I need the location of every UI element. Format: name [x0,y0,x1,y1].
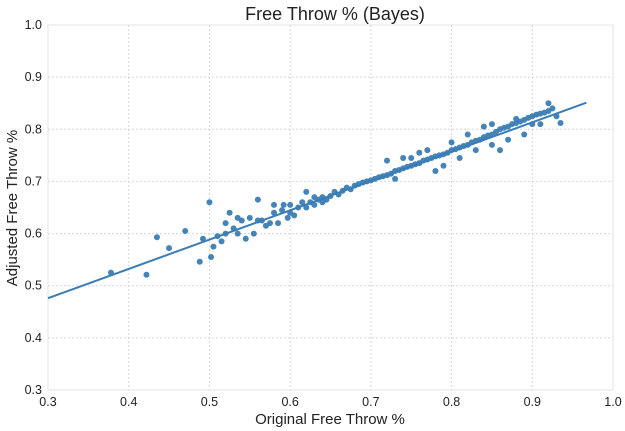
y-tick-label: 0.3 [25,383,42,397]
chart-title: Free Throw % (Bayes) [245,4,425,24]
scatter-point [153,234,160,241]
scatter-point [472,147,479,154]
scatter-point [553,113,560,120]
scatter-point [299,199,306,206]
y-tick-label: 1.0 [25,18,42,32]
scatter-point [295,204,302,211]
scatter-point [206,199,213,206]
scatter-point [275,220,282,227]
scatter-point [521,131,528,138]
y-tick-label: 0.4 [25,331,42,345]
x-tick-label: 1.0 [604,395,621,409]
scatter-point [440,162,447,169]
scatter-point [196,258,203,265]
scatter-point [284,214,291,221]
scatter-point [143,271,150,278]
scatter-point [271,209,277,216]
scatter-point [291,212,298,219]
scatter-point [408,154,415,161]
scatter-point [254,196,261,203]
scatter-point [464,131,471,138]
scatter-point [218,238,225,245]
x-tick-label: 0.8 [443,395,460,409]
y-tick-label: 0.8 [25,122,42,136]
scatter-point [456,154,463,161]
scatter-point [107,269,114,276]
scatter-point [210,243,217,250]
y-tick-label: 0.9 [25,70,42,84]
scatter-point [529,121,536,128]
scatter-point [513,115,520,122]
scatter-point [335,191,342,198]
scatter-point [488,121,495,128]
scatter-point [254,217,261,224]
x-tick-label: 0.9 [524,395,541,409]
scatter-point [347,186,354,193]
scatter-point [400,154,407,161]
scatter-point [497,147,503,154]
x-tick-label: 0.4 [120,395,137,409]
scatter-point [488,141,495,148]
x-tick-label: 0.6 [281,395,298,409]
scatter-point [480,123,487,130]
scatter-point [208,254,215,261]
scatter-point [271,201,277,208]
scatter-point [166,245,173,252]
scatter-point [416,149,423,156]
scatter-point [384,157,390,164]
scatter-point [392,175,399,182]
scatter-point [311,201,318,208]
scatter-point [222,230,229,237]
scatter-point [319,199,326,206]
scatter-point [199,235,206,242]
scatter-point [505,136,512,143]
scatter-point [234,230,241,237]
scatter-point [214,233,221,240]
x-tick-label: 0.7 [362,395,379,409]
x-axis-ticks: 0.3 0.4 0.5 0.6 0.7 0.8 0.9 1.0 [39,395,621,409]
scatter-point [287,201,294,208]
scatter-point [266,220,273,227]
scatter-point [242,235,249,242]
y-tick-label: 0.7 [25,174,42,188]
y-tick-label: 0.5 [25,279,42,293]
scatter-point [339,187,346,194]
scatter-point [230,225,237,232]
scatter-point [448,139,455,146]
scatter-point [432,168,439,174]
scatter-point [246,214,253,221]
scatter-point [327,193,334,200]
scatter-point [545,100,552,107]
x-tick-label: 0.5 [201,395,218,409]
scatter-point [303,204,310,211]
x-tick-label: 0.3 [39,395,56,409]
scatter-point [549,105,556,112]
scatter-point [280,201,287,208]
scatter-points [107,100,564,278]
scatter-point [222,220,229,227]
y-axis-ticks: 0.3 0.4 0.5 0.6 0.7 0.8 0.9 1.0 [25,18,42,397]
scatter-point [250,230,257,237]
scatter-point [311,194,318,201]
scatter-point [537,121,544,128]
grid [47,24,614,391]
scatter-point [226,209,233,216]
y-tick-label: 0.6 [25,227,42,241]
plot-area-frame [47,24,614,391]
x-axis-label: Original Free Throw % [255,411,405,428]
scatter-point [424,147,431,154]
scatter-point [303,188,310,195]
y-axis-label: Adjusted Free Throw % [4,130,21,286]
scatter-point [238,217,245,224]
scatter-point [279,207,286,214]
scatter-point [182,227,189,234]
scatter-point [557,120,564,127]
